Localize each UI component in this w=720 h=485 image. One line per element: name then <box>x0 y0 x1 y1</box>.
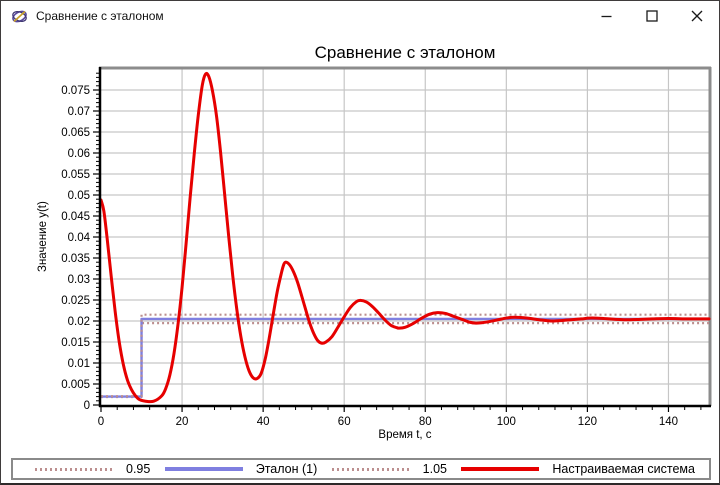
svg-text:0: 0 <box>98 416 104 428</box>
svg-text:0.075: 0.075 <box>61 85 90 97</box>
band-095-line-icon <box>35 467 113 471</box>
window-title: Сравнение с эталоном <box>36 9 164 23</box>
svg-text:0.02: 0.02 <box>68 316 90 328</box>
title-bar[interactable]: Сравнение с эталоном <box>1 1 719 31</box>
svg-text:0.015: 0.015 <box>61 337 90 349</box>
svg-text:0.01: 0.01 <box>68 358 90 370</box>
svg-text:20: 20 <box>176 416 189 428</box>
svg-text:0.055: 0.055 <box>61 169 90 181</box>
close-icon <box>691 10 702 22</box>
minimize-button[interactable] <box>584 1 629 31</box>
legend-label: 0.95 <box>126 462 151 476</box>
legend-item-tuned-system: Настраиваемая система <box>461 462 695 476</box>
y-axis-label: Значение y(t) <box>37 201 49 273</box>
legend: 0.95 Эталон (1) 1.05 Настраиваемая систе… <box>11 458 711 480</box>
svg-text:0.025: 0.025 <box>61 295 90 307</box>
svg-text:80: 80 <box>419 416 432 428</box>
tuned-system-line-icon <box>461 467 540 471</box>
svg-text:0.005: 0.005 <box>61 379 90 391</box>
maximize-icon <box>645 10 658 22</box>
legend-label: Эталон (1) <box>255 462 318 476</box>
minimize-icon <box>601 15 612 17</box>
svg-text:0: 0 <box>84 400 90 412</box>
legend-item-band-105: 1.05 <box>331 462 447 476</box>
svg-text:140: 140 <box>659 416 678 428</box>
svg-text:0.03: 0.03 <box>68 274 90 286</box>
svg-text:120: 120 <box>578 416 597 428</box>
svg-text:0.04: 0.04 <box>68 232 91 244</box>
svg-text:0.07: 0.07 <box>68 106 90 118</box>
window-controls <box>584 1 719 31</box>
svg-text:60: 60 <box>338 416 351 428</box>
close-button[interactable] <box>674 1 719 31</box>
legend-item-reference: Эталон (1) <box>164 462 318 476</box>
x-axis-label: Время t, с <box>378 429 432 441</box>
legend-label: 1.05 <box>422 462 447 476</box>
legend-label: Настраиваемая система <box>552 462 695 476</box>
maximize-button[interactable] <box>629 1 674 31</box>
svg-text:0.035: 0.035 <box>61 253 90 265</box>
svg-text:100: 100 <box>497 416 516 428</box>
band-105-line-icon <box>331 467 410 471</box>
app-logo-icon <box>12 10 27 22</box>
svg-text:0.045: 0.045 <box>61 211 90 223</box>
svg-text:40: 40 <box>257 416 270 428</box>
legend-item-band-095: 0.95 <box>35 462 150 476</box>
reference-line-icon <box>164 467 243 471</box>
chart-title: Сравнение с эталоном <box>314 43 496 62</box>
svg-text:0.06: 0.06 <box>68 148 90 160</box>
svg-text:0.065: 0.065 <box>61 127 90 139</box>
svg-text:0.05: 0.05 <box>68 190 90 202</box>
